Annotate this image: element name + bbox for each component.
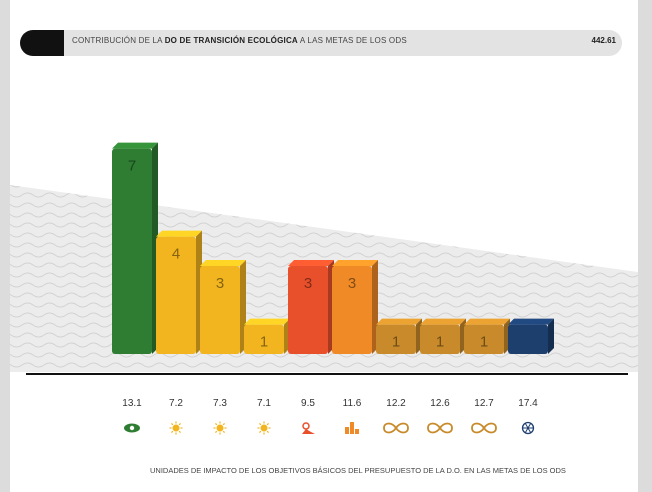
bar: [200, 266, 240, 354]
bar-data-label: 1: [260, 334, 268, 351]
chart-title: CONTRIBUCIÓN DE LA DO DE TRANSICIÓN ECOL…: [72, 36, 407, 50]
sun-icon: [213, 421, 227, 435]
bar-top-face: [508, 318, 554, 325]
category-label: 7.1: [257, 398, 271, 409]
footnote: UNIDADES DE IMPACTO DE LOS OBJETIVOS BÁS…: [150, 466, 566, 475]
bar: [464, 324, 504, 354]
category-label: 12.6: [430, 398, 450, 409]
bar-side-face: [548, 318, 554, 354]
category-label: 9.5: [301, 398, 315, 409]
category-label: 13.1: [122, 398, 142, 409]
category-label: 17.4: [518, 398, 538, 409]
total-value: 442.61: [591, 36, 616, 45]
infinity-icon: [471, 422, 497, 434]
bar: [376, 324, 416, 354]
bar: [332, 266, 372, 354]
bar-data-label: 1: [392, 334, 400, 351]
bar-top-face: [112, 142, 158, 149]
bar-top-face: [244, 318, 290, 325]
bar-data-label: 1: [436, 334, 444, 351]
wheel-icon: [521, 421, 535, 435]
bar: [112, 148, 152, 354]
frame-edge-right: [638, 0, 652, 492]
eye-icon: [124, 423, 140, 433]
sun-icon: [257, 421, 271, 435]
factory-icon: [302, 422, 315, 434]
infinity-icon: [427, 422, 453, 434]
category-label: 12.7: [474, 398, 494, 409]
bar: [156, 236, 196, 354]
bar-data-label: 4: [172, 246, 180, 263]
sun-icon: [169, 421, 183, 435]
header-bar: [22, 30, 622, 56]
bar-data-label: 3: [304, 275, 312, 292]
header-cap: [20, 30, 64, 56]
bar-top-face: [420, 318, 466, 325]
city-icon: [345, 422, 359, 434]
bar-top-face: [288, 260, 334, 266]
category-label: 7.2: [169, 398, 183, 409]
bar-data-label: 7: [128, 158, 136, 175]
category-label: 7.3: [213, 398, 227, 409]
bar-top-face: [200, 260, 246, 266]
category-label: 12.2: [386, 398, 406, 409]
bar-data-label: 3: [216, 275, 224, 292]
title-suffix: A LAS METAS DE LOS ODS: [297, 36, 407, 45]
bar-data-label: 3: [348, 275, 356, 292]
bar-top-face: [376, 318, 422, 325]
bar: [288, 266, 328, 354]
bar: [508, 324, 548, 354]
bar-top-face: [464, 318, 510, 325]
bar-data-label: 1: [480, 334, 488, 351]
infinity-icon: [383, 422, 409, 434]
title-prefix: CONTRIBUCIÓN DE LA: [72, 36, 165, 45]
bar: [244, 324, 284, 354]
bar: [420, 324, 460, 354]
category-label: 11.6: [343, 398, 362, 409]
title-bold: DO DE TRANSICIÓN ECOLÓGICA: [164, 36, 298, 45]
bar-top-face: [332, 260, 378, 266]
bar-top-face: [156, 230, 202, 237]
frame-edge-left: [0, 0, 10, 492]
